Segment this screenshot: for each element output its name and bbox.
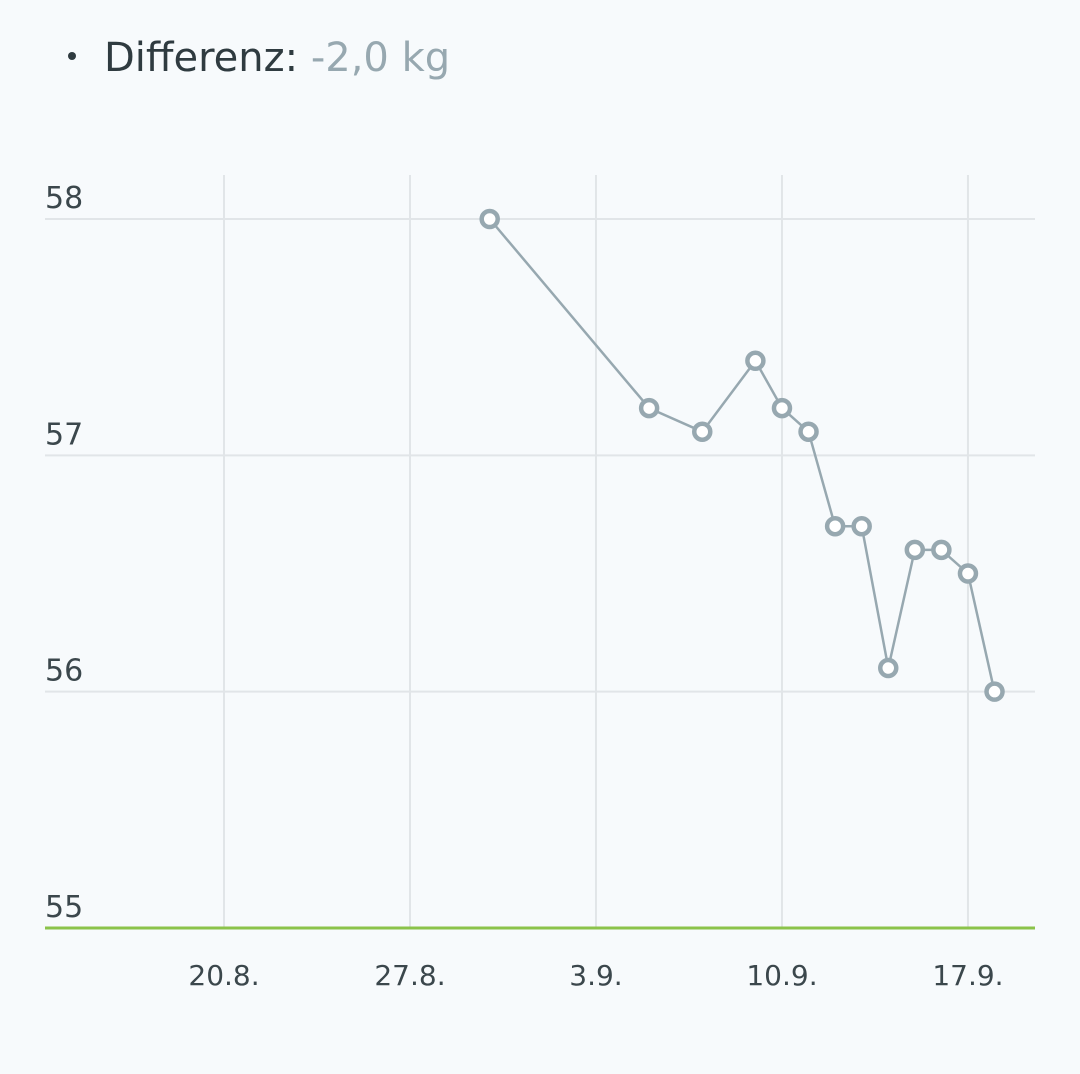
data-point[interactable] — [692, 421, 713, 442]
difference-label: Differenz: — [104, 35, 299, 81]
data-point[interactable] — [878, 657, 899, 679]
y-tick-label: 56 — [45, 654, 83, 689]
y-axis-ticks: 58 57 56 55 — [45, 181, 83, 925]
data-point[interactable] — [904, 539, 926, 561]
x-tick-label: 10.9. — [746, 959, 817, 992]
x-tick-label: 3.9. — [569, 959, 622, 992]
x-tick-label: 17.9. — [932, 959, 1003, 992]
y-tick-label: 55 — [45, 890, 83, 925]
data-point[interactable] — [638, 397, 660, 419]
data-point[interactable] — [771, 397, 793, 419]
data-point[interactable] — [824, 515, 846, 537]
difference-value: -2,0 kg — [310, 35, 451, 81]
x-tick-label: 27.8. — [374, 959, 445, 992]
bullet-icon — [68, 52, 76, 60]
x-tick-label: 20.8. — [188, 959, 259, 992]
data-point[interactable] — [984, 681, 1005, 702]
data-points — [479, 208, 1005, 702]
x-axis-ticks: 20.8. 27.8. 3.9. 10.9. 17.9. — [188, 959, 1003, 992]
data-point[interactable] — [745, 350, 766, 372]
data-point[interactable] — [798, 421, 819, 442]
data-point[interactable] — [931, 539, 952, 561]
data-point[interactable] — [957, 563, 979, 584]
y-tick-label: 57 — [45, 417, 83, 452]
data-point[interactable] — [479, 208, 500, 230]
grid-lines — [45, 175, 1035, 928]
data-point[interactable] — [851, 515, 872, 537]
difference-stat: Differenz: -2,0 kg — [68, 30, 450, 86]
y-tick-label: 58 — [45, 181, 83, 216]
